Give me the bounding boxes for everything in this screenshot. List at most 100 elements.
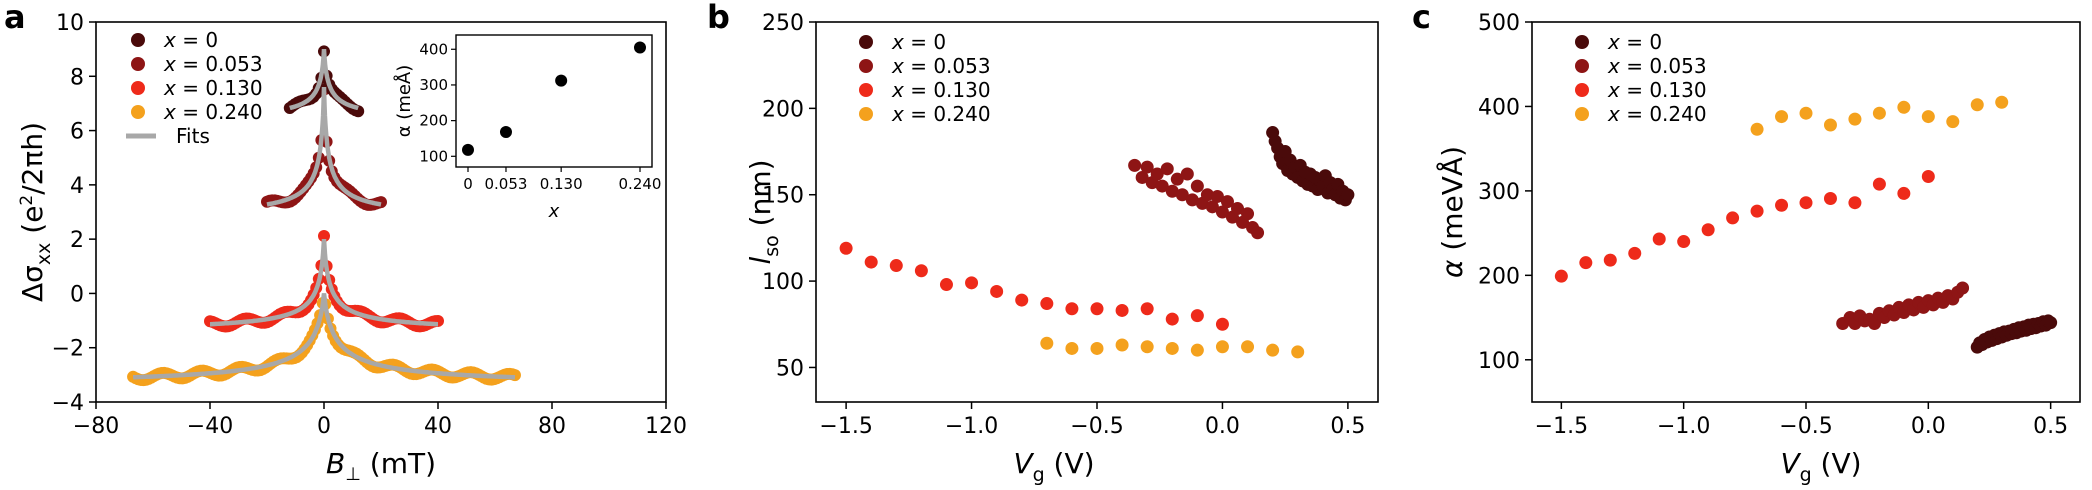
panel-a-ytick-label: 4 xyxy=(70,174,84,199)
data-point xyxy=(1872,177,1886,191)
panel-b-xtick-label: −1.0 xyxy=(945,414,998,439)
inset-frame xyxy=(455,34,653,168)
panel-a-frame xyxy=(95,21,667,403)
legend-label: x = 0 xyxy=(891,30,946,54)
data-point xyxy=(1868,316,1881,330)
panel-letter-b: b xyxy=(707,0,730,36)
panel-c-xlabel: Vg (V) xyxy=(1780,447,1861,486)
data-point xyxy=(1040,336,1054,350)
panel-c: c −1.5 −1.0 −0.5 0.0 0.5 100 200 300 400 500 x = 0… xyxy=(1412,0,2081,486)
legend-marker xyxy=(859,35,873,49)
panel-b-ytick-label: 150 xyxy=(762,184,804,209)
data-point xyxy=(1823,118,1837,132)
panel-a-ylabel: Δσxx (e2/2πh) xyxy=(16,122,55,302)
panel-a-ytick-label: 0 xyxy=(70,282,84,307)
data-point xyxy=(1921,110,1935,124)
data-point xyxy=(1150,167,1164,181)
data-point xyxy=(1231,202,1244,216)
data-point xyxy=(1115,303,1129,317)
data-point xyxy=(889,259,903,273)
data-point xyxy=(1775,110,1789,124)
data-point xyxy=(1897,100,1911,114)
panel-a-ytick-label: −4 xyxy=(52,391,84,416)
data-point xyxy=(1215,205,1229,219)
data-point xyxy=(1652,232,1666,246)
data-point xyxy=(1251,226,1265,240)
data-point xyxy=(1090,341,1104,355)
data-point xyxy=(1190,309,1204,323)
panel-c-ytick-label: 200 xyxy=(1478,264,1520,289)
legend-label: x = 0.130 xyxy=(1607,78,1707,102)
panel-a-ytick-label: 2 xyxy=(70,228,84,253)
inset-xlabel: x xyxy=(548,201,560,222)
data-point xyxy=(1872,106,1886,120)
data-point xyxy=(1170,172,1184,186)
inset-ytick-label: 100 xyxy=(419,147,448,165)
data-point xyxy=(2044,316,2058,330)
legend-fits-label: Fits xyxy=(176,124,210,148)
panel-a-xtick-label: 0 xyxy=(317,414,331,439)
data-point xyxy=(1135,170,1149,184)
panel-b-ytick-label: 50 xyxy=(776,356,804,381)
legend-label: x = 0.240 xyxy=(891,102,991,126)
inset-data-point xyxy=(462,143,474,156)
data-point xyxy=(1995,95,2009,109)
data-point xyxy=(939,278,953,292)
panel-c-xtick-label: −1.0 xyxy=(1657,414,1710,439)
legend-marker xyxy=(131,105,145,119)
data-point xyxy=(1175,188,1189,202)
legend-label: x = 0.053 xyxy=(1607,54,1707,78)
data-point xyxy=(1921,170,1935,184)
inset-xtick-label: 0.240 xyxy=(619,175,662,193)
legend-marker xyxy=(859,107,873,121)
inset-xtick-label: 0 xyxy=(463,175,473,193)
data-point xyxy=(1065,302,1079,316)
legend-marker xyxy=(859,59,873,73)
panel-b-xtick-label: −1.5 xyxy=(819,414,872,439)
panel-a-xlabel: B⊥ (mT) xyxy=(326,447,436,485)
panel-a-ytick-label: 10 xyxy=(56,11,84,36)
data-point xyxy=(990,284,1004,298)
panel-c-ytick-label: 300 xyxy=(1478,180,1520,205)
data-point xyxy=(1128,158,1142,172)
data-point xyxy=(1215,317,1229,331)
inset-ytick-label: 400 xyxy=(419,40,448,58)
data-point xyxy=(1155,179,1169,193)
data-point xyxy=(1848,112,1862,126)
legend-marker xyxy=(131,33,145,47)
data-point xyxy=(1554,269,1568,283)
data-point xyxy=(318,229,330,242)
data-point xyxy=(1848,196,1862,210)
panel-c-xtick-label: 0.5 xyxy=(2033,414,2068,439)
legend-marker xyxy=(1575,59,1589,73)
panel-a-ytick-label: −2 xyxy=(52,337,84,362)
legend-marker xyxy=(1575,83,1589,97)
panel-c-ytick-label: 500 xyxy=(1478,11,1520,36)
data-point xyxy=(839,241,853,255)
data-point xyxy=(1241,207,1255,221)
data-point xyxy=(1215,340,1229,354)
data-point xyxy=(1956,281,1970,295)
data-point xyxy=(1799,196,1813,210)
data-point xyxy=(914,264,928,278)
panel-letter-a: a xyxy=(4,0,26,36)
inset-xtick-label: 0.053 xyxy=(485,175,528,193)
data-point xyxy=(1140,160,1154,174)
data-point xyxy=(1090,302,1104,316)
panel-b-ytick-label: 250 xyxy=(762,11,804,36)
panel-c-xtick-label: 0.0 xyxy=(1911,414,1946,439)
panel-b-xtick-label: −0.5 xyxy=(1070,414,1123,439)
panel-a-xtick-label: −40 xyxy=(187,414,233,439)
panel-a-xtick-label: 40 xyxy=(424,414,452,439)
data-point xyxy=(1603,253,1617,267)
legend-marker xyxy=(859,83,873,97)
panel-a: a −80 −40 0 40 80 120 −4 −2 0 2 4 6 8 10 x = 0x = 0.05… xyxy=(4,0,687,485)
legend-marker xyxy=(1575,35,1589,49)
data-point xyxy=(1190,343,1204,357)
panel-c-xtick-label: −1.5 xyxy=(1535,414,1588,439)
panel-a-xtick-label: 80 xyxy=(538,414,566,439)
panel-b-ylabel: lso (nm) xyxy=(744,159,783,264)
